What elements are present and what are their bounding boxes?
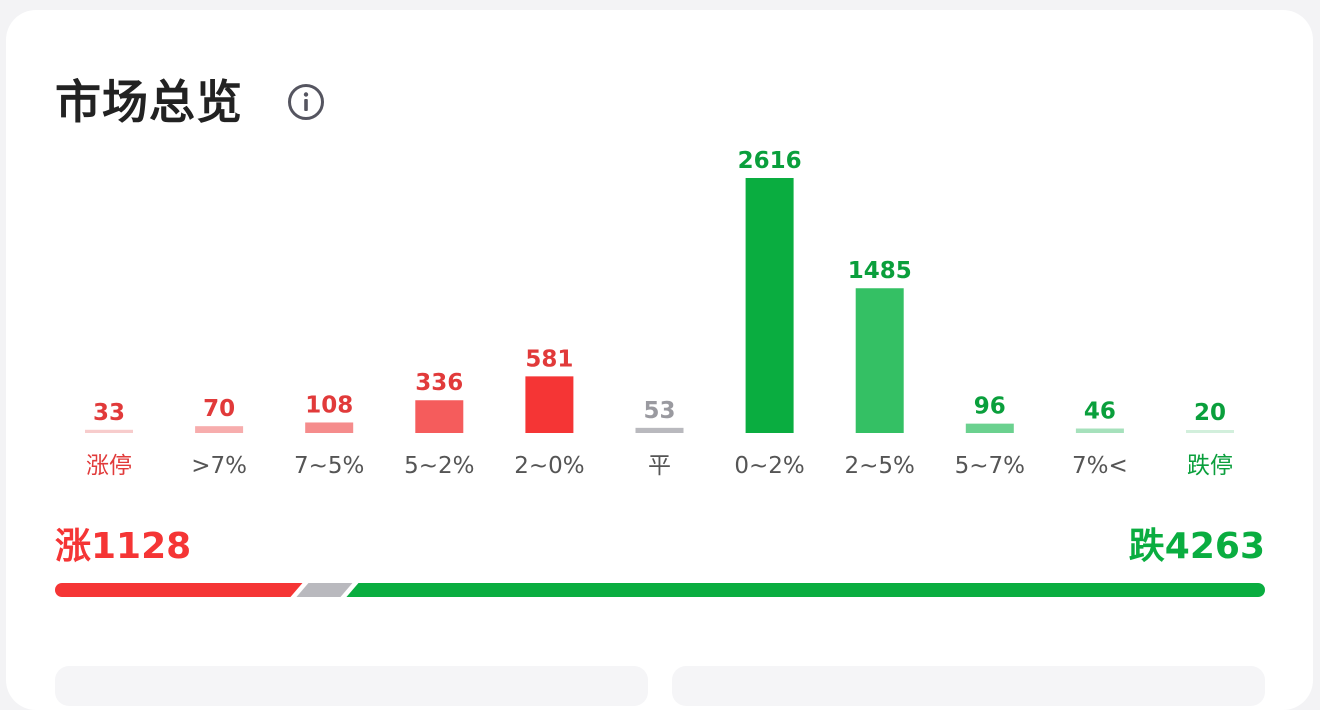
bar-value-label: 336 — [415, 370, 463, 396]
bar-6 — [745, 178, 794, 433]
ratio-down-segment — [346, 583, 1265, 597]
category-label: 0~2% — [734, 453, 804, 479]
up-down-ratio-bar — [55, 583, 1265, 597]
bar-value-label: 46 — [1084, 399, 1116, 425]
category-label: 跌停 — [1187, 453, 1233, 479]
bar-2 — [305, 422, 354, 433]
bar-3 — [415, 400, 464, 433]
bar-4 — [525, 376, 574, 433]
bar-value-label: 2616 — [738, 148, 802, 174]
bar-10 — [1186, 430, 1234, 433]
category-label: 2~0% — [514, 453, 584, 479]
bar-9 — [1075, 428, 1124, 433]
info-icon[interactable] — [287, 83, 325, 121]
category-label: 7~5% — [294, 453, 364, 479]
bar-8 — [965, 423, 1014, 433]
bar-value-label: 581 — [525, 346, 573, 372]
sub-panel-left — [55, 666, 648, 706]
up-count-label: 涨1128 — [55, 526, 192, 567]
category-label: 5~2% — [404, 453, 474, 479]
bar-value-label: 1485 — [848, 258, 912, 284]
bar-value-label: 108 — [305, 392, 353, 418]
ratio-up-segment — [55, 583, 303, 597]
bar-value-label: 20 — [1194, 400, 1226, 426]
bar-5 — [635, 427, 684, 433]
category-label: 7%< — [1072, 453, 1128, 479]
bar-value-label: 96 — [974, 394, 1006, 420]
category-label: >7% — [191, 453, 247, 479]
category-label: 平 — [648, 453, 671, 479]
page-title: 市场总览 — [55, 75, 243, 129]
category-label: 5~7% — [955, 453, 1025, 479]
bar-1 — [195, 426, 244, 433]
bar-value-label: 33 — [93, 400, 125, 426]
ratio-flat-segment — [296, 583, 353, 597]
bar-0 — [85, 429, 133, 433]
category-label: 涨停 — [86, 453, 132, 479]
down-count-label: 跌4263 — [1128, 526, 1265, 567]
sub-panel-right — [672, 666, 1265, 706]
category-label: 2~5% — [844, 453, 914, 479]
bar-value-label: 70 — [203, 396, 235, 422]
bar-value-label: 53 — [643, 398, 675, 424]
bar-7 — [855, 288, 904, 433]
distribution-chart: 33 涨停 70 >7% 108 7~5% 336 5~2% 581 2~0% 53 平 2616 0~2… — [85, 148, 1234, 479]
